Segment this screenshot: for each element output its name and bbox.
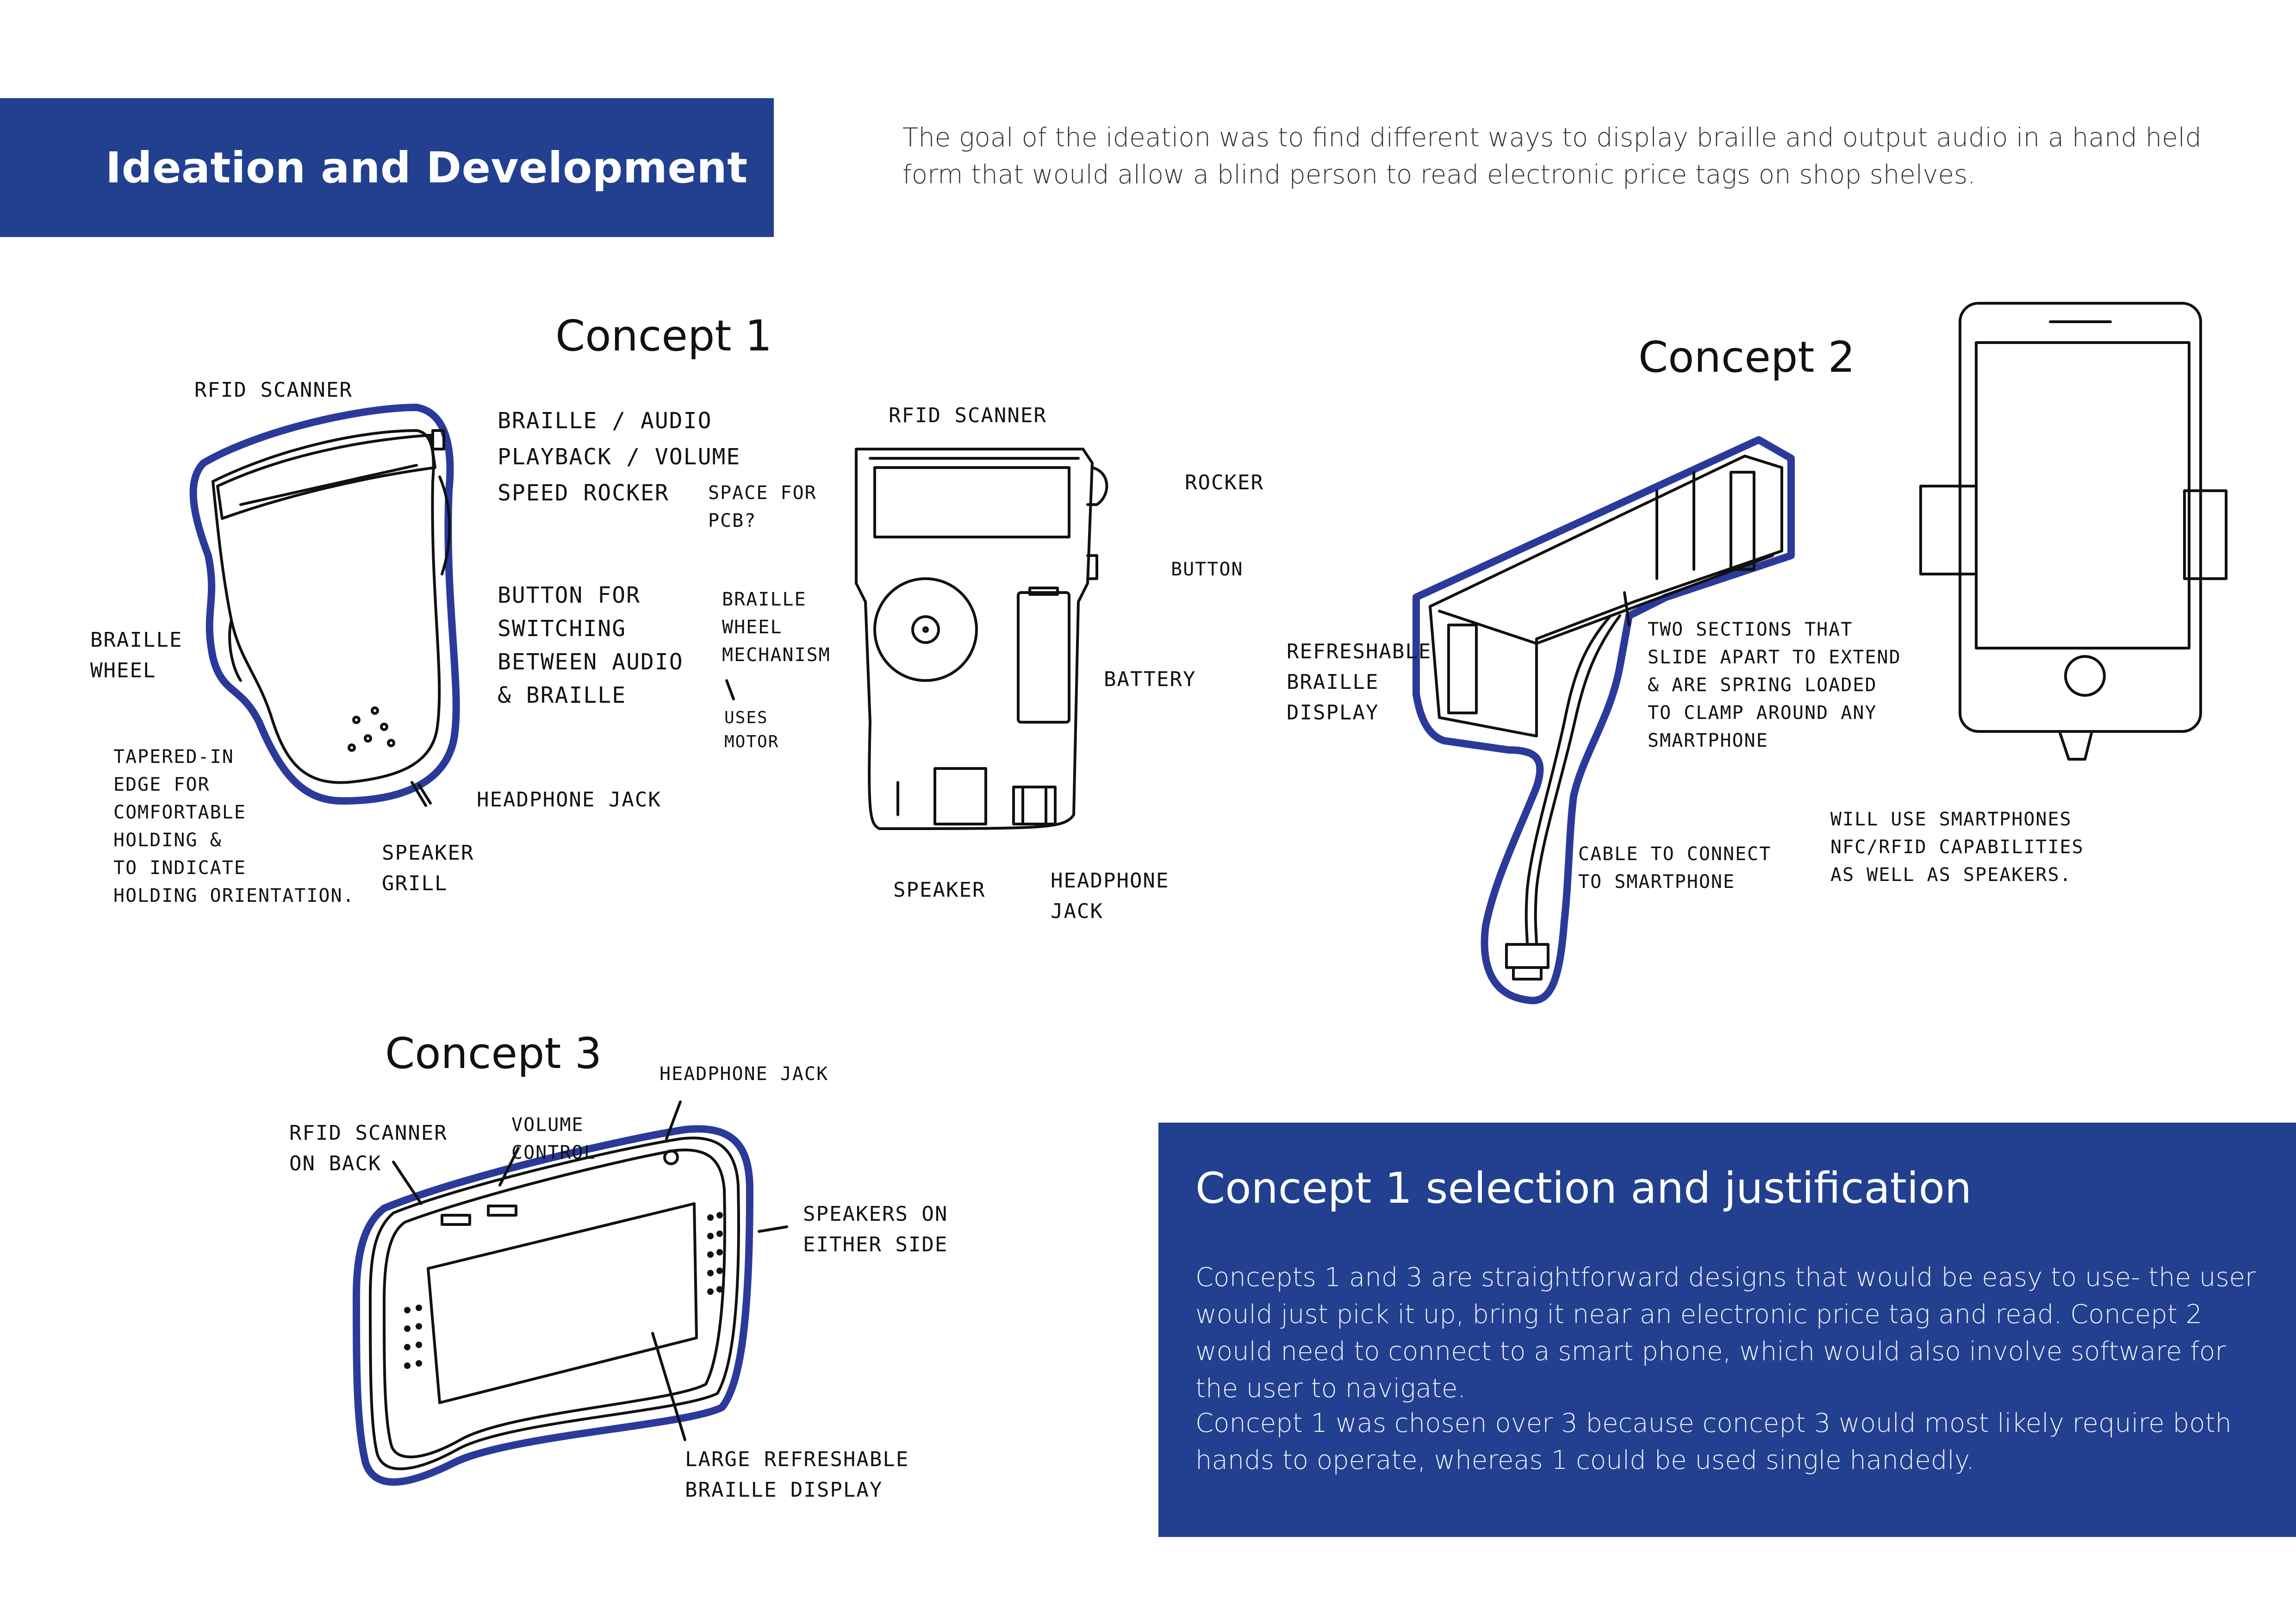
concept3-title: Concept 3 xyxy=(385,1029,602,1078)
c3-volume-label: VOLUME CONTROL xyxy=(511,1114,596,1163)
selection-paragraph-1: Concepts 1 and 3 are straightforward des… xyxy=(1195,1262,2256,1404)
c1-mechanism-label: BRAILLE WHEEL MECHANISM xyxy=(722,589,831,666)
c1-button-label: BUTTON FOR SWITCHING BETWEEN AUDIO & BRA… xyxy=(498,582,684,708)
c3-speakers-label: SPEAKERS ON EITHER SIDE xyxy=(803,1202,948,1256)
c1-rfid-label: RFID SCANNER xyxy=(194,378,353,402)
concept2-outline xyxy=(1412,436,1795,1005)
intro-text: The goal of the ideation was to find dif… xyxy=(902,123,2202,190)
c2-cable-label: CABLE TO CONNECT TO SMARTPHONE xyxy=(1578,843,1772,893)
c1-battery-label: BATTERY xyxy=(1104,668,1196,691)
c1-rocker-label: BRAILLE / AUDIO PLAYBACK / VOLUME SPEED … xyxy=(498,408,741,506)
c1-pcb-label: SPACE FOR PCB? xyxy=(708,482,817,531)
c1-speaker-grill-label: SPEAKER GRILL xyxy=(382,841,474,895)
selection-panel: Concept 1 selection and justification Co… xyxy=(1158,1123,2296,1537)
title-banner: Ideation and Development xyxy=(0,98,774,237)
selection-paragraph-2: Concept 1 was chosen over 3 because conc… xyxy=(1195,1408,2232,1475)
c3-rfid-label: RFID SCANNER ON BACK xyxy=(289,1121,448,1175)
c1-right-rfid-label: RFID SCANNER xyxy=(889,404,1047,427)
c1-right-button-label: BUTTON xyxy=(1171,559,1244,580)
page-title: Ideation and Development xyxy=(106,143,748,193)
c1-tapered-label: TAPERED-IN EDGE FOR COMFORTABLE HOLDING … xyxy=(113,746,355,906)
selection-heading: Concept 1 selection and justification xyxy=(1195,1163,1972,1213)
c1-motor-label: USES MOTOR xyxy=(724,708,779,751)
concept1-left-outline xyxy=(189,404,460,805)
c2-display-label: REFRESHABLE BRAILLE DISPLAY xyxy=(1287,640,1432,725)
concept3-outline xyxy=(353,1125,753,1486)
c3-display-label: LARGE REFRESHABLE BRAILLE DISPLAY xyxy=(685,1448,909,1502)
concept1-title: Concept 1 xyxy=(555,311,772,361)
c1-right-headphone-label: HEADPHONE JACK xyxy=(1051,869,1170,923)
c1-speaker-label: SPEAKER xyxy=(893,878,986,902)
concept2-title: Concept 2 xyxy=(1638,332,1855,382)
c1-headphone-label: HEADPHONE JACK xyxy=(477,788,661,812)
c3-headphone-label: HEADPHONE JACK xyxy=(660,1063,829,1085)
c2-sections-label: TWO SECTIONS THAT SLIDE APART TO EXTEND … xyxy=(1648,619,1901,751)
c1-braille-wheel-label: BRAILLE WHEEL xyxy=(90,628,183,682)
c2-smartphone-label: WILL USE SMARTPHONES NFC/RFID CAPABILITI… xyxy=(1830,809,2084,886)
c1-right-rocker-label: ROCKER xyxy=(1185,471,1264,494)
